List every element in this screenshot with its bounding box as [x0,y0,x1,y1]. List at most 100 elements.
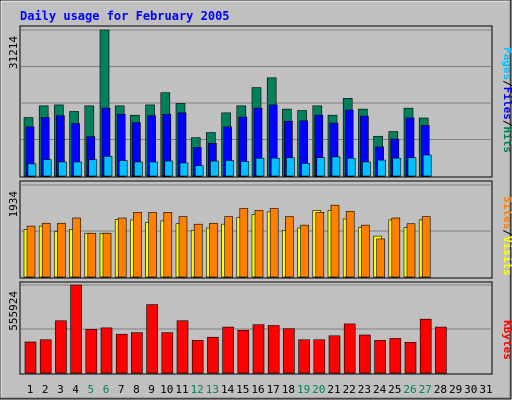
legend-separator: / [501,229,512,236]
x-label-day-16: 16 [251,383,264,396]
bar-kbytes-day-3 [55,320,67,374]
x-label-day-20: 20 [312,383,325,396]
bar-sites-day-10 [163,212,173,278]
bar-kbytes-day-17 [267,325,280,374]
bar-sites-day-11 [178,216,188,278]
bar-kbytes-day-25 [389,338,402,374]
panel-hits-files-pages: 31214 [7,25,493,178]
y-max-label: 31214 [7,36,20,69]
bar-pages-day-21 [331,156,341,177]
panel-kbytes: 555924 [7,281,493,375]
bar-pages-day-5 [88,159,98,177]
bar-sites-day-6 [102,232,112,278]
x-label-day-29: 29 [449,383,462,396]
bar-sites-day-5 [87,232,97,278]
bar-kbytes-day-16 [252,324,265,374]
bar-kbytes-day-8 [131,332,143,374]
x-label-day-22: 22 [343,383,356,396]
x-label-day-5: 5 [87,383,94,396]
bar-kbytes-day-5 [85,329,98,374]
bar-kbytes-day-20 [313,339,326,374]
x-label-day-14: 14 [221,383,235,396]
x-label-day-18: 18 [282,383,295,396]
bar-pages-day-19 [301,163,310,177]
bar-pages-day-9 [149,161,158,177]
bar-sites-day-9 [148,212,157,278]
x-label-day-13: 13 [206,383,219,396]
x-label-day-27: 27 [419,383,432,396]
bar-sites-day-18 [285,216,294,278]
bar-pages-day-1 [27,163,37,177]
bar-kbytes-day-24 [374,340,386,374]
x-label-day-19: 19 [297,383,310,396]
bar-kbytes-day-28 [435,326,447,374]
bar-pages-day-27 [422,154,432,177]
bar-kbytes-day-2 [39,339,52,374]
bar-kbytes-day-15 [237,329,250,374]
x-label-day-25: 25 [388,383,401,396]
legend-2: KBytes [501,320,512,360]
bar-kbytes-day-6 [100,327,113,374]
bar-pages-day-14 [225,160,234,177]
bar-sites-day-14 [224,216,233,278]
legend-kbytes: KBytes [501,320,512,360]
bar-kbytes-day-1 [24,341,37,374]
bar-sites-day-8 [133,212,142,278]
y-max-label: 555924 [7,291,20,331]
bar-sites-day-23 [361,224,370,278]
bar-sites-day-7 [117,217,127,278]
legend-sites: Sites [501,196,512,229]
bar-sites-day-15 [239,208,249,278]
x-label-day-4: 4 [72,383,79,396]
bar-pages-day-22 [346,157,356,177]
x-label-day-21: 21 [327,383,340,396]
bar-kbytes-day-9 [146,304,158,374]
bar-sites-day-2 [41,222,51,278]
bar-kbytes-day-26 [404,341,417,374]
bar-pages-day-20 [316,157,326,177]
x-label-day-28: 28 [434,383,447,396]
y-max-label: 1934 [7,191,20,218]
bar-sites-day-3 [57,222,66,278]
bar-sites-day-25 [391,217,401,278]
x-label-day-2: 2 [42,383,49,396]
bar-pages-day-24 [377,159,386,177]
bar-pages-day-6 [103,156,113,177]
legend-1: Sites/Visits [501,196,512,276]
x-label-day-23: 23 [358,383,371,396]
x-label-day-6: 6 [103,383,110,396]
bar-pages-day-13 [210,160,219,177]
bar-pages-day-15 [240,161,250,177]
bar-kbytes-day-4 [70,284,82,374]
bar-sites-day-20 [315,212,325,278]
x-label-day-30: 30 [464,383,477,396]
bar-pages-day-16 [255,157,265,177]
bar-kbytes-day-14 [222,326,234,374]
legend-separator: / [501,120,512,127]
x-label-day-15: 15 [236,383,249,396]
x-label-day-17: 17 [267,383,280,396]
bar-kbytes-day-10 [161,332,174,374]
x-label-day-26: 26 [403,383,416,396]
bar-pages-day-11 [179,162,189,177]
bar-sites-day-19 [300,224,309,278]
bar-kbytes-day-22 [343,323,356,374]
x-label-day-9: 9 [148,383,155,396]
bar-pages-day-7 [118,160,128,177]
bar-pages-day-4 [73,161,82,177]
bar-kbytes-day-11 [176,320,189,374]
bar-pages-day-17 [270,157,280,177]
bar-sites-day-16 [254,210,264,278]
chart-title: Daily usage for February 2005 [20,9,230,23]
bar-sites-day-27 [421,216,431,278]
panels: 31214 1934 555924 [7,25,493,375]
bar-kbytes-day-12 [191,340,204,374]
bar-pages-day-8 [134,161,143,177]
legend-separator: / [501,80,512,87]
bar-kbytes-day-18 [283,328,295,374]
bar-pages-day-18 [286,157,295,177]
bar-kbytes-day-19 [298,339,310,374]
x-label-day-31: 31 [479,383,492,396]
